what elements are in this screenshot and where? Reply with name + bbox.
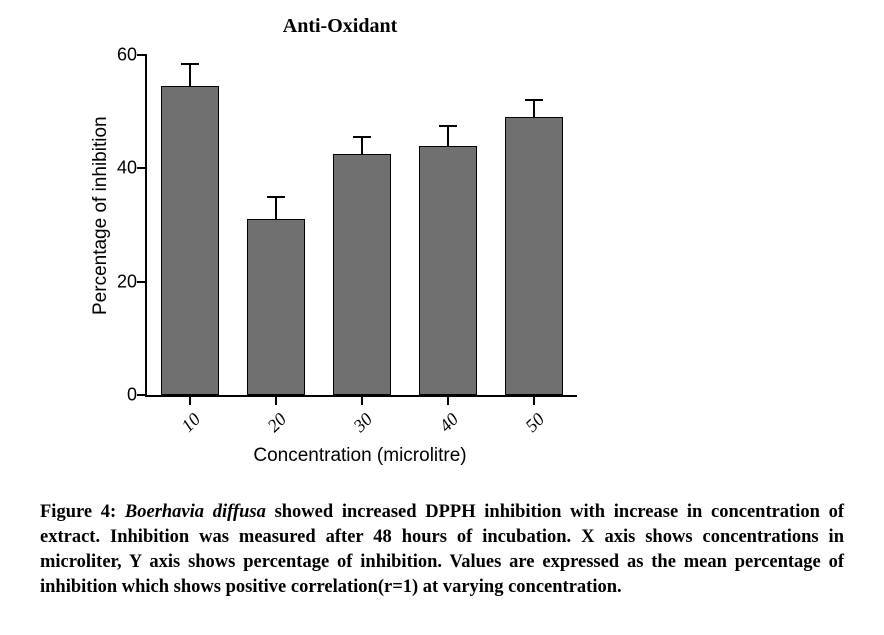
error-bar [189,64,191,87]
x-tick-label: 40 [427,409,463,445]
x-tick [275,395,277,405]
x-tick-label: 30 [341,409,377,445]
x-tick [447,395,449,405]
caption-species: Boerhavia diffusa [125,502,266,522]
chart-area: Anti-Oxidant Percentage of inhibition 02… [60,15,620,490]
error-cap [181,63,199,65]
error-bar [533,100,535,117]
error-cap [525,99,543,101]
x-tick [361,395,363,405]
bar [419,146,477,395]
error-bar [447,126,449,146]
error-cap [353,136,371,138]
x-axis-label: Concentration (microlitre) [145,445,575,467]
bar [247,219,305,395]
y-tick-label: 20 [97,271,137,292]
x-tick-label: 20 [255,409,291,445]
error-cap [439,125,457,127]
bar [505,117,563,395]
figure-caption: Figure 4: Boerhavia diffusa showed incre… [40,500,844,600]
bar [161,86,219,395]
y-tick [137,281,147,283]
error-bar [275,197,277,220]
y-tick-label: 60 [97,45,137,66]
error-bar [361,137,363,154]
plot-region: 02040601020304050 [145,55,577,397]
y-tick-label: 40 [97,158,137,179]
caption-fig-label: Figure 4: [40,502,116,522]
figure-root: Anti-Oxidant Percentage of inhibition 02… [0,0,884,635]
x-tick [533,395,535,405]
x-tick-label: 10 [169,409,205,445]
y-tick [137,167,147,169]
y-tick [137,394,147,396]
y-tick-label: 0 [97,385,137,406]
x-tick-label: 50 [513,409,549,445]
chart-title: Anti-Oxidant [60,15,620,38]
x-tick [189,395,191,405]
y-tick [137,54,147,56]
bar [333,154,391,395]
error-cap [267,196,285,198]
